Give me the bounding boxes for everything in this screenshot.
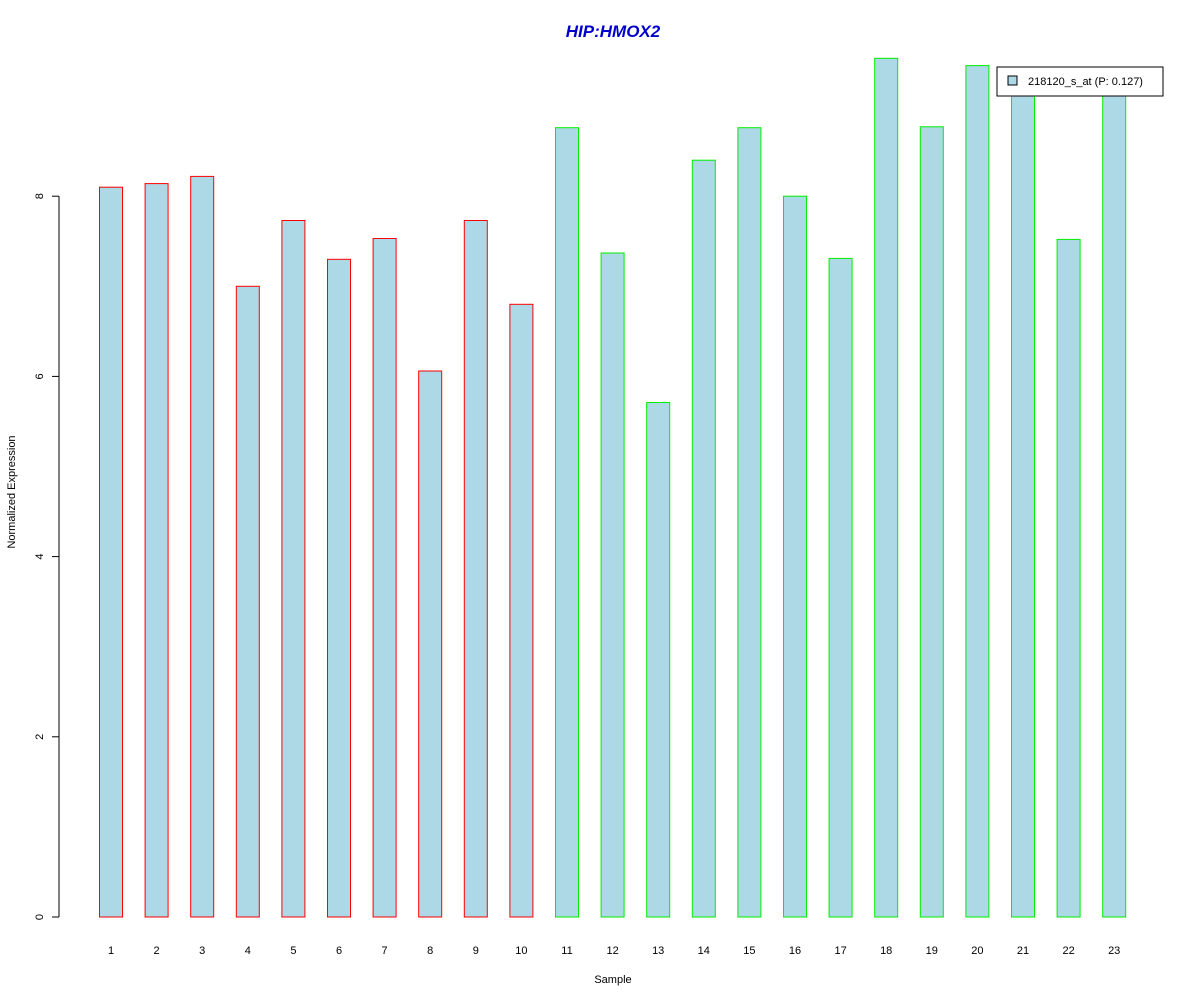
x-tick-label: 3 — [199, 945, 205, 957]
bar-sample-16 — [783, 195, 807, 918]
x-tick-label: 10 — [515, 945, 527, 957]
legend-swatch — [1007, 75, 1018, 86]
bar-sample-12 — [600, 252, 625, 918]
bar-sample-3 — [190, 175, 215, 918]
x-tick-label: 5 — [290, 945, 296, 957]
x-tick-label: 17 — [834, 945, 846, 957]
y-tick-label: 0 — [34, 914, 46, 920]
bar-sample-9 — [463, 220, 488, 918]
y-tick-label: 6 — [34, 373, 46, 379]
bar-sample-5 — [281, 220, 306, 918]
x-tick-label: 18 — [880, 945, 892, 957]
bar-sample-20 — [965, 65, 990, 918]
bar-sample-18 — [874, 57, 899, 918]
x-tick-label: 11 — [561, 945, 572, 957]
x-tick-label: 14 — [698, 945, 710, 957]
x-tick-label: 20 — [971, 945, 983, 957]
bar-sample-1 — [99, 186, 123, 918]
bar-sample-13 — [646, 402, 671, 918]
x-tick-label: 13 — [652, 945, 664, 957]
bar-sample-10 — [509, 303, 534, 918]
y-tick-label: 2 — [34, 734, 46, 740]
legend-box — [996, 66, 1164, 97]
bar-sample-14 — [691, 159, 716, 918]
x-tick-label: 16 — [789, 945, 801, 957]
y-axis-label: Normalized Expression — [6, 435, 18, 548]
x-tick-label: 12 — [606, 945, 618, 957]
bar-sample-8 — [418, 370, 443, 918]
x-tick-label: 19 — [926, 945, 938, 957]
bar-sample-11 — [555, 127, 579, 918]
x-tick-label: 21 — [1017, 945, 1029, 957]
y-axis: 0 2 4 6 8 — [34, 193, 60, 920]
bar-sample-21 — [1011, 82, 1035, 918]
bars-group — [99, 57, 1127, 918]
y-tick-label: 8 — [34, 193, 46, 199]
bar-sample-22 — [1056, 238, 1081, 918]
x-tick-label: 23 — [1108, 945, 1120, 957]
bar-sample-7 — [372, 238, 397, 918]
bar-sample-17 — [828, 257, 853, 918]
bar-sample-4 — [235, 285, 260, 918]
x-tick-labels: 1 2 3 4 5 6 7 8 9 10 11 12 13 14 15 16 17 18 19 20 21 22 23 — [108, 945, 1120, 957]
bar-sample-19 — [919, 126, 944, 918]
y-tick-label: 4 — [34, 554, 46, 560]
x-tick-label: 22 — [1062, 945, 1074, 957]
x-tick-label: 9 — [473, 945, 479, 957]
x-tick-label: 15 — [743, 945, 755, 957]
x-tick-label: 2 — [154, 945, 160, 957]
bar-sample-23 — [1102, 82, 1127, 918]
legend-label: 218120_s_at (P: 0.127) — [1028, 76, 1143, 88]
x-axis-label: Sample — [594, 974, 631, 986]
x-tick-label: 6 — [336, 945, 342, 957]
x-tick-label: 4 — [245, 945, 251, 957]
chart-title: HIP:HMOX2 — [566, 22, 661, 41]
legend: 218120_s_at (P: 0.127) — [996, 66, 1164, 97]
x-tick-label: 8 — [427, 945, 433, 957]
x-tick-label: 7 — [382, 945, 388, 957]
bar-sample-2 — [144, 183, 169, 918]
bar-sample-15 — [737, 127, 762, 918]
bar-sample-6 — [327, 258, 351, 918]
x-tick-label: 1 — [108, 945, 114, 957]
